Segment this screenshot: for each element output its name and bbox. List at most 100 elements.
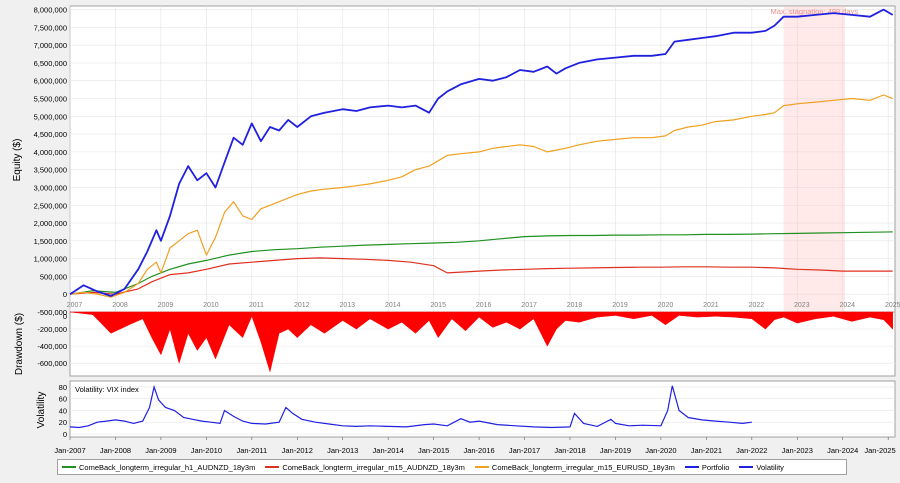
volatility-y-ticks: 80 60 40 20 0 bbox=[59, 383, 67, 439]
volatility-plot-background bbox=[69, 380, 896, 438]
equity-year-label: 2021 bbox=[703, 302, 719, 309]
legend-swatch bbox=[474, 466, 489, 468]
equity-year-label: 2016 bbox=[476, 302, 492, 309]
equity-year-label: 2018 bbox=[567, 302, 583, 309]
date-tick-label: Jan-2009 bbox=[145, 446, 176, 455]
equity-year-label: 2022 bbox=[749, 302, 765, 309]
equity-y-tick-label: 8,000,000 bbox=[34, 6, 67, 15]
drawdown-y-axis-label: Drawdown ($) bbox=[14, 313, 25, 375]
drawdown-y-tick-label: -200,000 bbox=[37, 325, 67, 334]
equity-y-tick-label: 5,000,000 bbox=[34, 112, 67, 121]
date-tick-label: Jan-2019 bbox=[600, 446, 631, 455]
equity-y-tick-label: 1,000,000 bbox=[34, 255, 67, 264]
date-tick-label: Jan-2013 bbox=[327, 446, 358, 455]
date-tick-label: Jan-2022 bbox=[736, 446, 767, 455]
date-x-ticks: Jan-2007 Jan-2008 Jan-2009 Jan-2010 Jan-2011… bbox=[54, 437, 896, 455]
drawdown-y-tick-label: -600,000 bbox=[37, 359, 67, 368]
drawdown-y-ticks: 0 -200,000 -400,000 -600,000 bbox=[37, 312, 67, 368]
equity-year-label: 2023 bbox=[794, 302, 810, 309]
equity-year-label: 2024 bbox=[839, 302, 855, 309]
date-tick-label: Jan-2020 bbox=[645, 446, 676, 455]
date-tick-label: Jan-2023 bbox=[782, 446, 813, 455]
stagnation-highlight bbox=[783, 6, 845, 312]
date-tick-label: Jan-2025 bbox=[864, 446, 895, 455]
equity-y-tick-label: 7,000,000 bbox=[34, 41, 67, 50]
legend-item-m15-audnzd: ComeBack_longterm_irregular_m15_AUDNZD_1… bbox=[265, 463, 465, 472]
drawdown-y-tick-label: 0 bbox=[63, 312, 67, 321]
legend-label: Portfolio bbox=[701, 462, 730, 472]
equity-y-tick-label: 0 bbox=[63, 290, 67, 299]
volatility-y-axis-label: Volatility bbox=[36, 392, 47, 429]
equity-year-labels: 2007 2008 2009 2010 2011 2012 2013 2014 2015 2016… bbox=[67, 302, 900, 309]
legend-label: ComeBack_longterm_irregular_m15_EURUSD_1… bbox=[491, 462, 675, 472]
date-tick-label: Jan-2021 bbox=[691, 446, 722, 455]
drawdown-panel: 0 -200,000 -400,000 -600,000 Drawdown ($) bbox=[14, 311, 896, 377]
equity-plot-background bbox=[69, 5, 896, 313]
legend-item-m15-eurusd: ComeBack_longterm_irregular_m15_EURUSD_1… bbox=[474, 462, 675, 472]
drawdown-y-tick-label: -400,000 bbox=[37, 342, 67, 351]
equity-year-label: 2008 bbox=[112, 302, 128, 309]
date-tick-label: Jan-2016 bbox=[463, 446, 494, 455]
legend-swatch bbox=[62, 466, 76, 468]
equity-y-tick-label: 1,500,000 bbox=[34, 237, 67, 246]
equity-year-label: 2009 bbox=[158, 302, 174, 309]
equity-series-line bbox=[69, 257, 893, 295]
date-tick-label: Jan-2015 bbox=[418, 446, 449, 455]
legend-item-h1-audnzd: ComeBack_longterm_irregular_h1_AUDNZD_18… bbox=[62, 463, 255, 472]
volatility-panel: 80 60 40 20 0 Volatility: VIX index Volatili… bbox=[36, 380, 896, 455]
equity-y-tick-label: 4,500,000 bbox=[34, 130, 67, 139]
date-tick-label: Jan-2018 bbox=[554, 446, 585, 455]
equity-year-label: 2014 bbox=[385, 302, 401, 309]
legend-label: ComeBack_longterm_irregular_h1_AUDNZD_18… bbox=[79, 462, 256, 472]
equity-y-tick-label: 500,000 bbox=[40, 272, 67, 281]
date-tick-label: Jan-2007 bbox=[54, 446, 85, 455]
date-tick-label: Jan-2024 bbox=[827, 446, 858, 455]
equity-y-ticks: 8,000,000 7,500,000 7,000,000 6,500,000 6,00… bbox=[34, 6, 67, 317]
volatility-y-tick-label: 0 bbox=[63, 430, 67, 439]
volatility-y-tick-label: 80 bbox=[59, 383, 67, 392]
equity-panel: Max. stagnation: 498 days 8,000,000 7,500… bbox=[12, 5, 900, 317]
legend-swatch bbox=[265, 466, 280, 468]
drawdown-series-group bbox=[69, 311, 893, 373]
date-tick-label: Jan-2011 bbox=[236, 446, 267, 455]
volatility-line bbox=[69, 384, 752, 429]
legend-label: ComeBack_longterm_irregular_m15_AUDNZD_1… bbox=[282, 462, 465, 472]
equity-year-label: 2017 bbox=[521, 302, 537, 309]
equity-y-tick-label: 6,500,000 bbox=[34, 59, 67, 68]
legend-swatch bbox=[684, 466, 699, 468]
equity-year-label: 2012 bbox=[294, 302, 310, 309]
equity-year-label: 2013 bbox=[339, 302, 355, 309]
equity-year-label: 2010 bbox=[203, 302, 219, 309]
volatility-title: Volatility: VIX index bbox=[75, 385, 139, 394]
legend-item-volatility: Volatility bbox=[739, 463, 784, 472]
volatility-y-tick-label: 40 bbox=[59, 406, 67, 415]
stagnation-label: Max. stagnation: 498 days bbox=[771, 7, 859, 16]
equity-year-label: 2007 bbox=[67, 302, 83, 309]
equity-year-label: 2019 bbox=[612, 302, 628, 309]
date-tick-label: Jan-2010 bbox=[191, 446, 222, 455]
equity-y-tick-label: -500,000 bbox=[37, 308, 67, 317]
equity-y-tick-label: 3,500,000 bbox=[34, 166, 67, 175]
legend: ComeBack_longterm_irregular_h1_AUDNZD_18… bbox=[57, 459, 847, 475]
legend-label: Volatility bbox=[756, 462, 784, 472]
date-tick-label: Jan-2017 bbox=[509, 446, 540, 455]
equity-y-tick-label: 3,000,000 bbox=[34, 183, 67, 192]
date-tick-label: Jan-2012 bbox=[282, 446, 313, 455]
equity-y-tick-label: 2,500,000 bbox=[34, 201, 67, 210]
volatility-y-tick-label: 60 bbox=[59, 395, 67, 404]
date-tick-label: Jan-2014 bbox=[373, 446, 404, 455]
equity-year-label: 2020 bbox=[658, 302, 674, 309]
legend-item-portfolio: Portfolio bbox=[684, 462, 730, 472]
volatility-y-tick-label: 20 bbox=[59, 418, 67, 427]
equity-series-line bbox=[69, 8, 894, 297]
equity-series-line bbox=[69, 94, 893, 298]
equity-y-axis-label: Equity ($) bbox=[12, 139, 23, 182]
equity-y-tick-label: 6,000,000 bbox=[34, 77, 67, 86]
equity-year-label: 2011 bbox=[249, 302, 264, 309]
date-tick-label: Jan-2008 bbox=[100, 446, 131, 455]
equity-series-line bbox=[69, 231, 893, 295]
volatility-series-group bbox=[69, 384, 752, 429]
equity-y-tick-label: 4,000,000 bbox=[34, 148, 67, 157]
